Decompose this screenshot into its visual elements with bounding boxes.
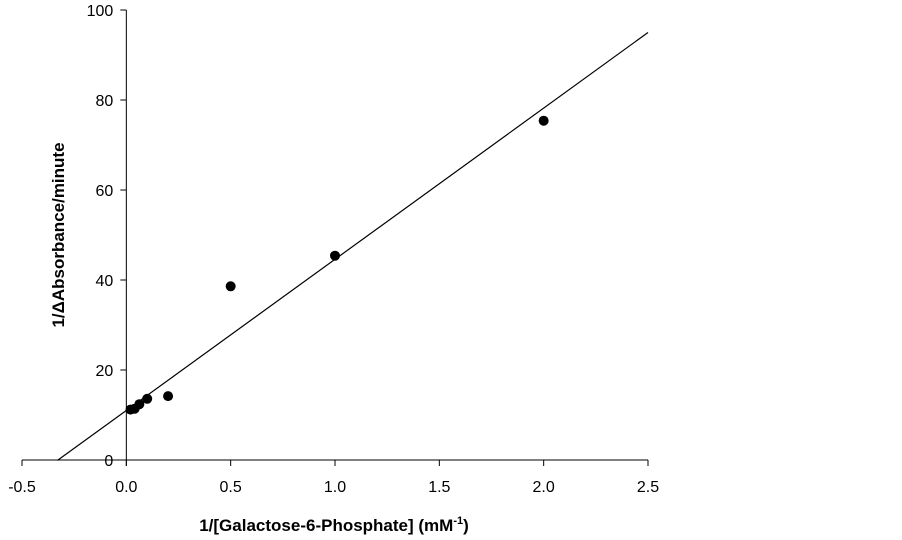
y-tick-label: 0 [104, 453, 113, 470]
data-points-layer [125, 115, 549, 415]
axis-labels-layer: 1/[Galactose-6-Phosphate] (mM-1) 1/ΔAbso… [49, 142, 469, 535]
data-point [163, 391, 174, 402]
linear-fit-line [57, 32, 649, 461]
x-axis-label: 1/[Galactose-6-Phosphate] (mM-1) [199, 515, 469, 535]
data-point [134, 399, 145, 410]
data-point [538, 115, 549, 126]
x-axis-label-main: 1/[Galactose-6-Phosphate] (mM [199, 516, 453, 535]
x-tick-label: -0.5 [8, 479, 36, 496]
y-tick-label: 80 [96, 93, 114, 110]
x-axis-label-superscript: -1 [453, 515, 463, 527]
y-tick-label: 40 [96, 273, 114, 290]
fit-line-layer [57, 32, 649, 461]
y-tick-label: 20 [96, 363, 114, 380]
y-tick-label: 60 [96, 183, 114, 200]
y-axis-label: 1/ΔAbsorbance/minute [49, 142, 68, 327]
data-point [225, 281, 236, 292]
x-tick-label: 1.0 [324, 479, 346, 496]
x-axis-label-close: ) [463, 516, 469, 535]
x-tick-label: 2.5 [637, 479, 659, 496]
data-point [142, 393, 153, 404]
y-tick-label: 100 [87, 3, 114, 20]
data-point [330, 250, 340, 261]
x-tick-label: 1.5 [428, 479, 450, 496]
x-tick-label: 2.0 [533, 479, 555, 496]
x-tick-label: 0.5 [220, 479, 242, 496]
x-tick-label: 0.0 [115, 479, 137, 496]
axes-layer: -0.5 0.0 0.5 1.0 1.5 2.0 2.5 0 20 40 60 80 100 [8, 3, 659, 496]
